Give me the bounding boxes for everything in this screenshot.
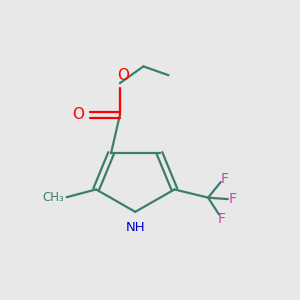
Text: O: O (73, 107, 85, 122)
Text: F: F (217, 212, 225, 226)
Text: F: F (229, 192, 237, 206)
Text: NH: NH (125, 221, 145, 234)
Text: CH₃: CH₃ (42, 191, 64, 204)
Text: O: O (117, 68, 129, 83)
Text: F: F (220, 172, 228, 185)
